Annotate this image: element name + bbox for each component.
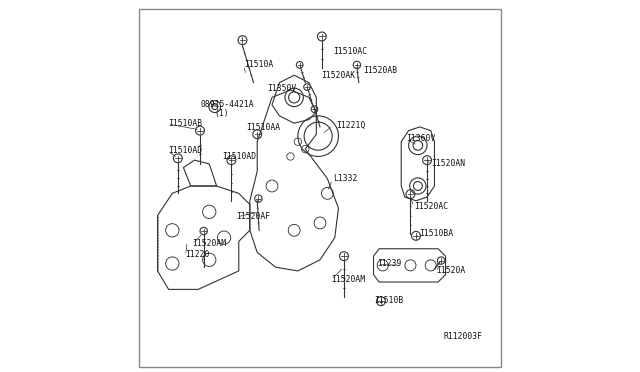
Text: I1350V: I1350V	[267, 84, 296, 93]
Text: I1510BA: I1510BA	[420, 230, 454, 238]
Text: I1520AN: I1520AN	[431, 159, 465, 169]
Text: I1520AM: I1520AM	[193, 239, 227, 248]
Text: I1360V: I1360V	[406, 134, 436, 143]
Text: I1510AA: I1510AA	[246, 123, 280, 132]
Text: I1220: I1220	[186, 250, 210, 259]
Text: I1520AK: I1520AK	[321, 71, 355, 80]
Text: I1510B: I1510B	[374, 296, 403, 305]
Text: I1510AB: I1510AB	[168, 119, 202, 128]
Text: I1520AC: I1520AC	[414, 202, 448, 211]
Text: I1520AF: I1520AF	[237, 212, 271, 221]
Text: (1): (1)	[214, 109, 228, 118]
Text: I1510AD: I1510AD	[168, 147, 202, 155]
Text: I1510A: I1510A	[244, 60, 273, 69]
Text: I1510AC: I1510AC	[333, 47, 367, 56]
Text: I1239: I1239	[377, 259, 402, 268]
Text: I1520AB: I1520AB	[363, 66, 397, 75]
Text: I1520AM: I1520AM	[331, 275, 365, 283]
Text: L1332: L1332	[333, 174, 357, 183]
Text: I1510AD: I1510AD	[222, 152, 256, 161]
Text: 08915-4421A: 08915-4421A	[200, 100, 253, 109]
Text: I1221Q: I1221Q	[337, 121, 366, 129]
Text: I1520A: I1520A	[436, 266, 465, 275]
Text: R112003F: R112003F	[444, 332, 483, 341]
Text: W: W	[211, 103, 216, 108]
